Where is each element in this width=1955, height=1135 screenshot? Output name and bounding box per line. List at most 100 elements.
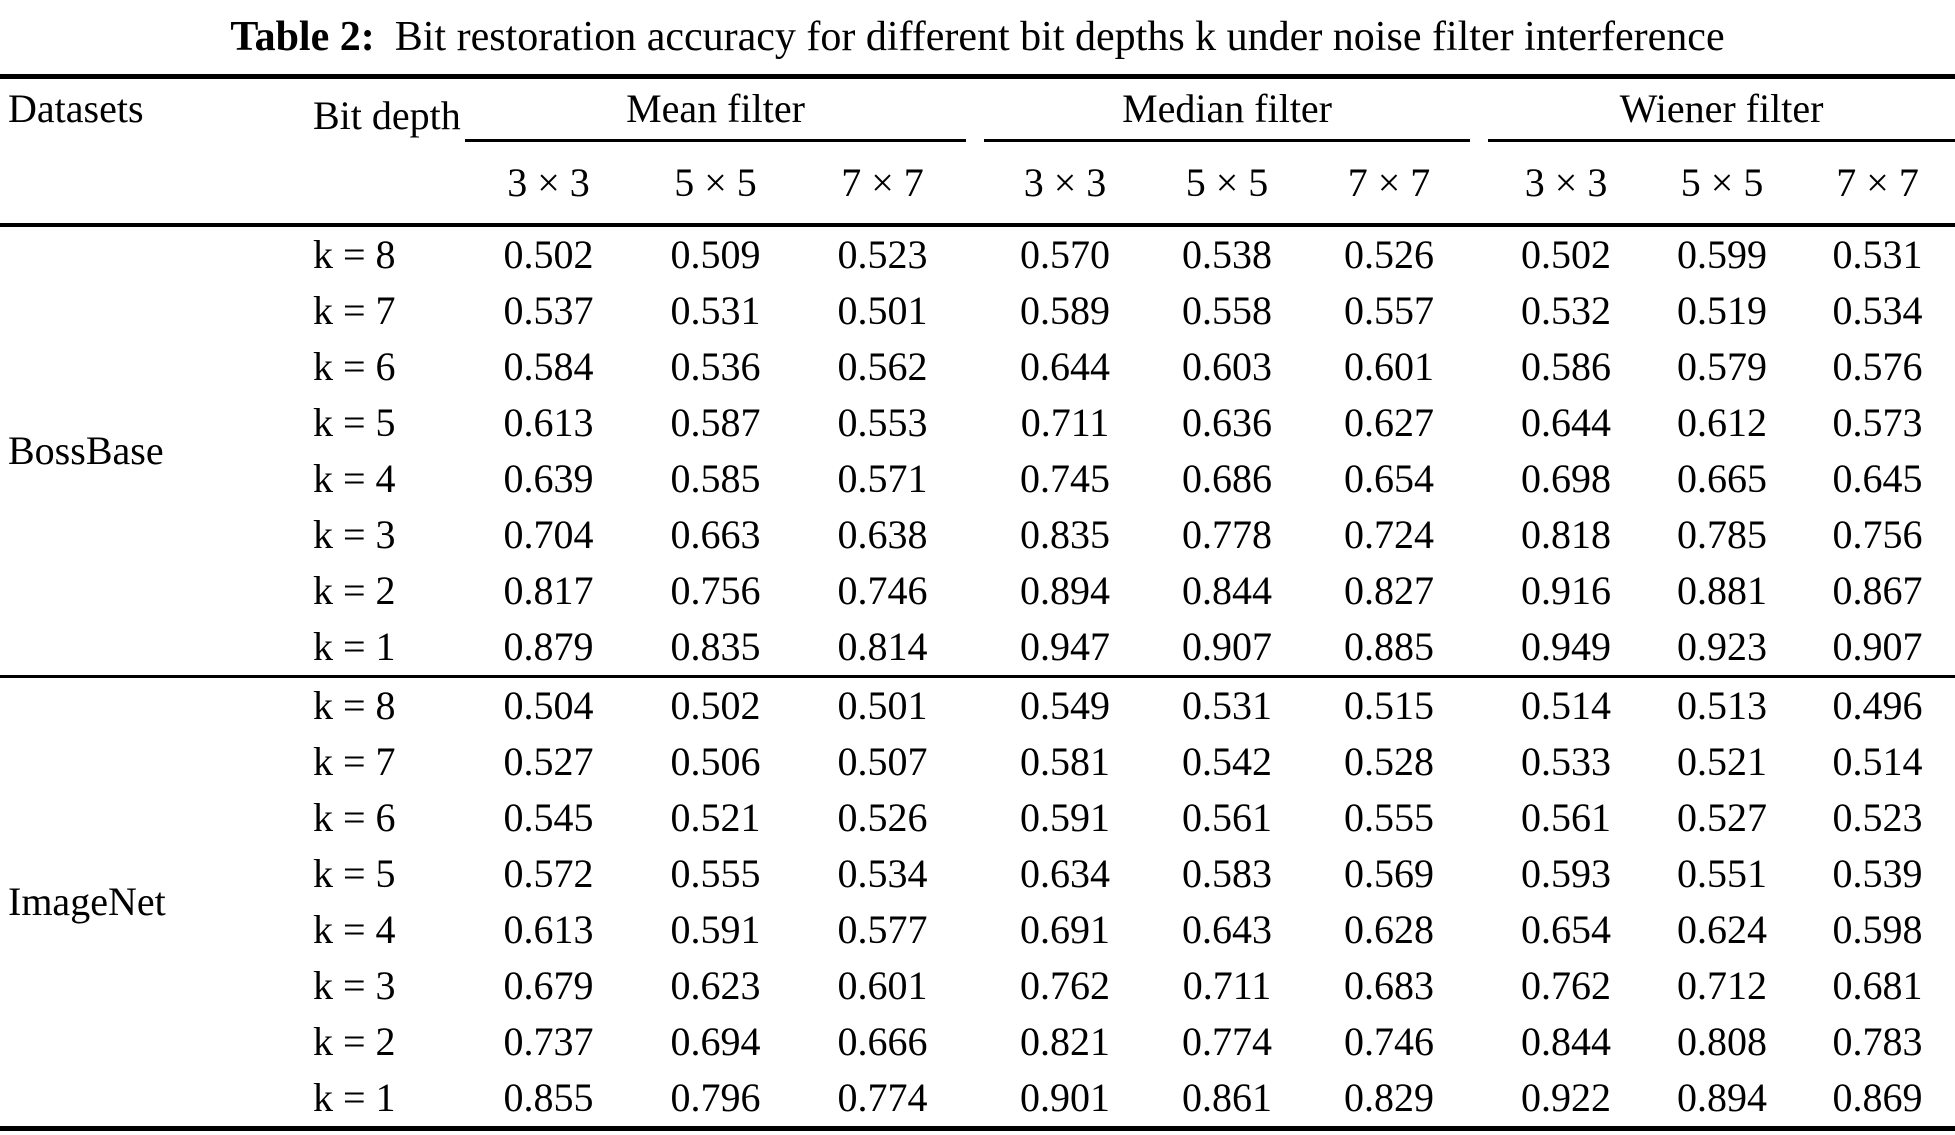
value-cell: 0.867 bbox=[1832, 568, 1923, 613]
bit-depth-cell: k = 8 bbox=[313, 683, 396, 728]
bit-depth-cell: k = 6 bbox=[313, 795, 396, 840]
bit-depth-cell: k = 4 bbox=[313, 456, 396, 501]
subcolumn-header-wiener-5x5: 5 × 5 bbox=[1680, 159, 1764, 205]
value-cell: 0.628 bbox=[1344, 907, 1435, 952]
value-cell: 0.506 bbox=[670, 739, 761, 784]
table-row: k = 6 0.584 0.536 0.562 0.644 0.603 0.601 0.586… bbox=[0, 339, 1955, 395]
value-cell: 0.746 bbox=[1344, 1019, 1435, 1064]
value-cell: 0.570 bbox=[1020, 232, 1111, 277]
column-spacer bbox=[966, 339, 984, 395]
group-header-median-filter: Median filter bbox=[984, 76, 1471, 142]
column-spacer bbox=[1470, 283, 1488, 339]
table-row: k = 5 0.572 0.555 0.534 0.634 0.583 0.569 0.593… bbox=[0, 846, 1955, 902]
column-spacer bbox=[1470, 790, 1488, 846]
section-imagenet: ImageNet k = 8 0.504 0.502 0.501 0.549 0.531 0.… bbox=[0, 676, 1955, 1128]
bit-depth-cell: k = 8 bbox=[313, 232, 396, 277]
value-cell: 0.756 bbox=[670, 568, 761, 613]
table-row: ImageNet k = 8 0.504 0.502 0.501 0.549 0.531 0.… bbox=[0, 676, 1955, 924]
value-cell: 0.502 bbox=[1521, 232, 1612, 277]
value-cell: 0.737 bbox=[503, 1019, 594, 1064]
value-cell: 0.861 bbox=[1182, 1075, 1273, 1120]
value-cell: 0.591 bbox=[670, 907, 761, 952]
value-cell: 0.639 bbox=[503, 456, 594, 501]
column-spacer bbox=[1470, 395, 1488, 451]
table-row: k = 3 0.679 0.623 0.601 0.762 0.711 0.683 0.762… bbox=[0, 958, 1955, 1014]
value-cell: 0.762 bbox=[1020, 963, 1111, 1008]
table-title: Table 2: Bit restoration accuracy for di… bbox=[0, 0, 1955, 74]
value-cell: 0.774 bbox=[1182, 1019, 1273, 1064]
value-cell: 0.796 bbox=[670, 1075, 761, 1120]
value-cell: 0.885 bbox=[1344, 624, 1435, 669]
bit-depth-cell: k = 7 bbox=[313, 739, 396, 784]
value-cell: 0.603 bbox=[1182, 344, 1273, 389]
value-cell: 0.844 bbox=[1182, 568, 1273, 613]
value-cell: 0.514 bbox=[1832, 739, 1923, 784]
column-spacer bbox=[966, 225, 984, 283]
value-cell: 0.634 bbox=[1020, 851, 1111, 896]
value-cell: 0.783 bbox=[1832, 1019, 1923, 1064]
column-spacer bbox=[1470, 451, 1488, 507]
value-cell: 0.519 bbox=[1677, 288, 1768, 333]
table-header: Datasets Bit depth Mean filter Median fi… bbox=[0, 76, 1955, 225]
value-cell: 0.496 bbox=[1832, 683, 1923, 728]
value-cell: 0.808 bbox=[1677, 1019, 1768, 1064]
bit-depth-cell: k = 1 bbox=[313, 1075, 396, 1120]
bit-depth-cell: k = 7 bbox=[313, 288, 396, 333]
value-cell: 0.542 bbox=[1182, 739, 1273, 784]
value-cell: 0.644 bbox=[1521, 400, 1612, 445]
value-cell: 0.509 bbox=[670, 232, 761, 277]
value-cell: 0.527 bbox=[503, 739, 594, 784]
value-cell: 0.916 bbox=[1521, 568, 1612, 613]
value-cell: 0.569 bbox=[1344, 851, 1435, 896]
value-cell: 0.551 bbox=[1677, 851, 1768, 896]
value-cell: 0.711 bbox=[1182, 963, 1272, 1008]
column-spacer bbox=[1470, 563, 1488, 619]
table-row: k = 6 0.545 0.521 0.526 0.591 0.561 0.555 0.561… bbox=[0, 790, 1955, 846]
value-cell: 0.502 bbox=[503, 232, 594, 277]
value-cell: 0.523 bbox=[837, 232, 928, 277]
table-row: BossBase k = 8 0.502 0.509 0.523 0.570 0.538 0.… bbox=[0, 225, 1955, 473]
column-spacer bbox=[1470, 339, 1488, 395]
bit-depth-cell: k = 4 bbox=[313, 907, 396, 952]
value-cell: 0.526 bbox=[837, 795, 928, 840]
header-row-groups: Datasets Bit depth Mean filter Median fi… bbox=[0, 76, 1955, 142]
value-cell: 0.666 bbox=[837, 1019, 928, 1064]
table-row: k = 1 0.855 0.796 0.774 0.901 0.861 0.829 0.922… bbox=[0, 1070, 1955, 1129]
value-cell: 0.527 bbox=[1677, 795, 1768, 840]
value-cell: 0.553 bbox=[837, 400, 928, 445]
value-cell: 0.501 bbox=[837, 288, 928, 333]
value-cell: 0.555 bbox=[1344, 795, 1435, 840]
value-cell: 0.724 bbox=[1344, 512, 1435, 557]
value-cell: 0.539 bbox=[1832, 851, 1923, 896]
value-cell: 0.587 bbox=[670, 400, 761, 445]
column-spacer bbox=[1470, 507, 1488, 563]
value-cell: 0.572 bbox=[503, 851, 594, 896]
subcolumn-header-wiener-3x3: 3 × 3 bbox=[1524, 159, 1608, 205]
column-spacer bbox=[1470, 734, 1488, 790]
value-cell: 0.817 bbox=[503, 568, 594, 613]
value-cell: 0.591 bbox=[1020, 795, 1111, 840]
value-cell: 0.745 bbox=[1020, 456, 1111, 501]
value-cell: 0.691 bbox=[1020, 907, 1111, 952]
subcolumn-header-mean-3x3: 3 × 3 bbox=[507, 159, 590, 205]
column-spacer bbox=[966, 1070, 984, 1129]
column-spacer bbox=[966, 734, 984, 790]
column-spacer bbox=[1470, 1014, 1488, 1070]
group-header-mean-filter: Mean filter bbox=[465, 76, 967, 142]
value-cell: 0.561 bbox=[1521, 795, 1612, 840]
value-cell: 0.907 bbox=[1832, 624, 1923, 669]
value-cell: 0.533 bbox=[1521, 739, 1612, 784]
value-cell: 0.762 bbox=[1521, 963, 1612, 1008]
value-cell: 0.576 bbox=[1832, 344, 1923, 389]
value-cell: 0.829 bbox=[1344, 1075, 1435, 1120]
column-spacer bbox=[966, 77, 984, 225]
subcolumn-header-wiener-7x7: 7 × 7 bbox=[1836, 159, 1919, 205]
data-table: Datasets Bit depth Mean filter Median fi… bbox=[0, 74, 1955, 1131]
value-cell: 0.704 bbox=[503, 512, 594, 557]
value-cell: 0.577 bbox=[837, 907, 928, 952]
value-cell: 0.643 bbox=[1182, 907, 1273, 952]
table-row: k = 2 0.737 0.694 0.666 0.821 0.774 0.746 0.844… bbox=[0, 1014, 1955, 1070]
column-spacer bbox=[1470, 619, 1488, 677]
value-cell: 0.818 bbox=[1521, 512, 1612, 557]
